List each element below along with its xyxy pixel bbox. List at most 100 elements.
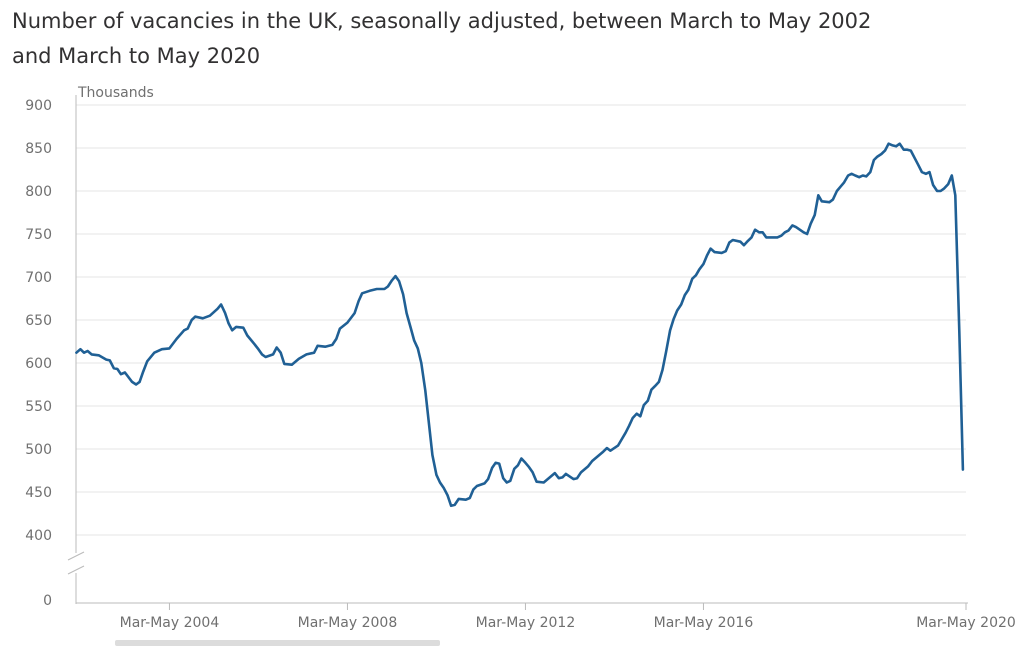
data-point — [517, 464, 519, 466]
data-point — [424, 389, 426, 391]
data-point — [765, 236, 767, 238]
data-point — [109, 359, 111, 361]
data-point — [398, 280, 400, 282]
data-point — [543, 481, 545, 483]
data-point — [609, 450, 611, 452]
data-point — [876, 155, 878, 157]
data-point — [502, 477, 504, 479]
data-point — [168, 347, 170, 349]
data-point — [353, 312, 355, 314]
data-point — [620, 438, 622, 440]
data-point — [146, 360, 148, 362]
data-point — [802, 231, 804, 233]
data-point — [376, 288, 378, 290]
y-tick-label: 750 — [25, 227, 52, 243]
data-point — [869, 171, 871, 173]
data-point — [313, 352, 315, 354]
data-point — [339, 327, 341, 329]
data-point — [509, 480, 511, 482]
data-point — [743, 244, 745, 246]
data-point — [187, 327, 189, 329]
data-point — [261, 353, 263, 355]
data-point — [917, 164, 919, 166]
data-point — [554, 472, 556, 474]
data-point — [257, 348, 259, 350]
data-point — [817, 194, 819, 196]
data-point — [698, 268, 700, 270]
data-point — [487, 478, 489, 480]
data-point — [361, 292, 363, 294]
data-point — [721, 252, 723, 254]
x-axis-ticks: Mar-May 2004 Mar-May 2008 Mar-May 2012 Mar-… — [120, 603, 1016, 631]
data-point — [954, 194, 956, 196]
data-point — [153, 352, 155, 354]
data-point — [865, 175, 867, 177]
data-point — [676, 309, 678, 311]
data-point — [914, 157, 916, 159]
data-point — [695, 274, 697, 276]
y-tick-label: 0 — [43, 593, 52, 609]
data-point — [346, 321, 348, 323]
data-point — [903, 149, 905, 151]
data-point — [83, 352, 85, 354]
data-point — [235, 326, 237, 328]
data-point — [276, 346, 278, 348]
data-point — [476, 485, 478, 487]
y-tick-label: 900 — [25, 98, 52, 114]
data-point — [494, 462, 496, 464]
data-point — [298, 358, 300, 360]
data-point — [283, 363, 285, 365]
data-point — [739, 241, 741, 243]
data-point — [280, 352, 282, 354]
data-point — [439, 481, 441, 483]
data-point — [138, 381, 140, 383]
data-point — [728, 241, 730, 243]
data-point — [947, 183, 949, 185]
data-point — [417, 347, 419, 349]
data-point — [305, 353, 307, 355]
data-point — [520, 457, 522, 459]
data-point — [391, 279, 393, 281]
data-point — [420, 362, 422, 364]
data-point — [598, 454, 600, 456]
x-tick-label: Mar-May 2008 — [298, 615, 398, 631]
data-point — [776, 236, 778, 238]
data-point — [491, 467, 493, 469]
data-point — [483, 482, 485, 484]
data-point — [528, 466, 530, 468]
x-tick-label: Mar-May 2012 — [476, 615, 576, 631]
data-point — [558, 477, 560, 479]
data-point — [643, 404, 645, 406]
horizontal-scrollbar[interactable] — [115, 640, 440, 646]
data-point — [624, 432, 626, 434]
data-point — [836, 190, 838, 192]
data-point — [116, 368, 118, 370]
data-point — [435, 474, 437, 476]
y-tick-label: 550 — [25, 399, 52, 415]
data-point — [469, 497, 471, 499]
data-point — [761, 231, 763, 233]
data-point — [843, 181, 845, 183]
data-point — [498, 462, 500, 464]
data-point — [665, 351, 667, 353]
data-point — [858, 176, 860, 178]
data-point — [561, 476, 563, 478]
data-point — [357, 300, 359, 302]
data-point — [458, 498, 460, 500]
data-point — [958, 330, 960, 332]
data-point — [135, 383, 137, 385]
data-point — [606, 447, 608, 449]
data-point — [513, 468, 515, 470]
data-point — [691, 278, 693, 280]
y-tick-label: 450 — [25, 485, 52, 501]
data-point — [758, 231, 760, 233]
y-tick-label: 400 — [25, 528, 52, 544]
data-point — [750, 236, 752, 238]
data-point — [832, 198, 834, 200]
data-point — [547, 478, 549, 480]
data-point — [672, 318, 674, 320]
data-point — [784, 231, 786, 233]
data-point — [910, 149, 912, 151]
x-tick-label: Mar-May 2004 — [120, 615, 220, 631]
data-point — [454, 504, 456, 506]
